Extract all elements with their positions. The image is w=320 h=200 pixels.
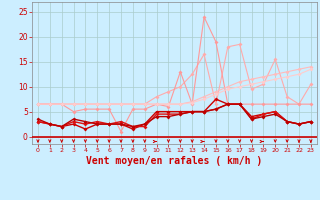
X-axis label: Vent moyen/en rafales ( km/h ): Vent moyen/en rafales ( km/h ) (86, 156, 262, 166)
